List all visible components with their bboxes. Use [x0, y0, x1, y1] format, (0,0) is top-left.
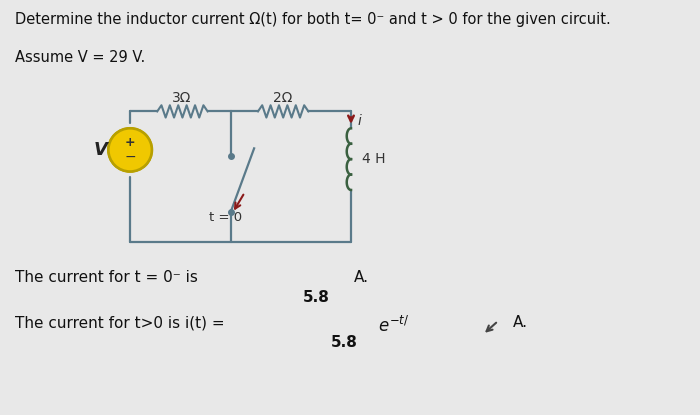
Text: 5.8: 5.8	[331, 335, 358, 350]
Text: −: −	[125, 150, 136, 164]
Text: The current for t = 0⁻ is: The current for t = 0⁻ is	[15, 270, 198, 285]
Text: Assume V = 29 V.: Assume V = 29 V.	[15, 50, 146, 65]
Text: +: +	[125, 137, 135, 149]
Text: Determine the inductor current Ω(t) for both t= 0⁻ and t > 0 for the given circu: Determine the inductor current Ω(t) for …	[15, 12, 611, 27]
Text: t = 0: t = 0	[209, 211, 242, 224]
Text: 3Ω: 3Ω	[172, 90, 192, 105]
Text: i: i	[357, 114, 361, 128]
Text: 4 H: 4 H	[362, 152, 385, 166]
Text: The current for t>0 is i(t) =: The current for t>0 is i(t) =	[15, 315, 225, 330]
Circle shape	[108, 128, 152, 171]
Text: A.: A.	[354, 270, 368, 285]
Text: 2Ω: 2Ω	[273, 90, 293, 105]
Text: V: V	[94, 141, 108, 159]
Text: 5.8: 5.8	[303, 290, 330, 305]
Text: $e^{-t/}$: $e^{-t/}$	[378, 315, 409, 335]
Text: A.: A.	[512, 315, 527, 330]
